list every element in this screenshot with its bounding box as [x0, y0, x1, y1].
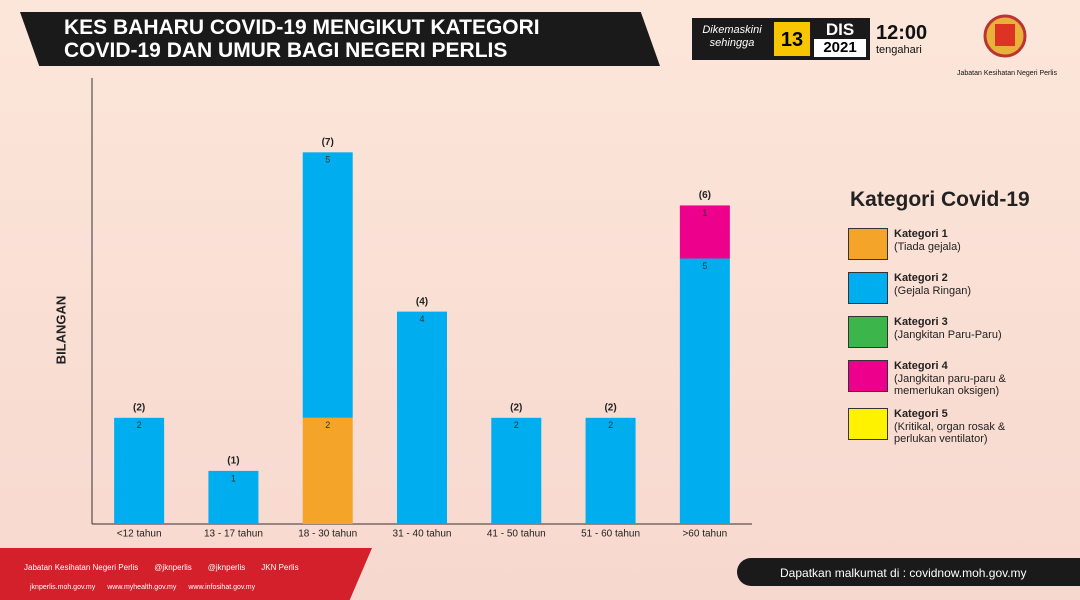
footer-links: jknperlis.moh.gov.my www.myhealth.gov.my… — [30, 584, 255, 591]
x-tick-label: 18 - 30 tahun — [298, 529, 357, 540]
data-label: 5 — [325, 155, 330, 165]
social-item: JKN Perlis — [261, 563, 299, 572]
date-day: 13 — [774, 22, 810, 56]
data-label: 4 — [419, 314, 424, 324]
bar-segment — [679, 258, 730, 524]
social-item: @jknperlis — [207, 563, 246, 572]
bar-segment — [397, 311, 447, 524]
social-item: @jknperlis — [154, 563, 192, 572]
time-note: tengahari — [876, 44, 922, 56]
info-text: Dapatkan malkumat di : covidnow.moh.gov.… — [780, 566, 1027, 580]
total-label: (6) — [699, 190, 711, 201]
logo — [983, 14, 1027, 58]
legend-description: (Jangkitan Paru-Paru) — [894, 329, 1002, 341]
legend-swatch — [848, 272, 888, 304]
legend-name: Kategori 2 — [894, 272, 948, 284]
updated-label: Dikemaskini sehingga — [702, 24, 762, 49]
legend-item: Kategori 5 (Kritikal, organ rosak & perlu… — [848, 408, 1048, 448]
data-label: 1 — [231, 473, 236, 483]
bar-segment — [114, 417, 165, 524]
legend-item: Kategori 3 (Jangkitan Paru-Paru) — [848, 316, 1048, 356]
total-label: (7) — [322, 137, 334, 148]
date-year: 2021 — [814, 39, 866, 57]
total-label: (2) — [510, 402, 522, 413]
data-label: 1 — [702, 208, 707, 218]
legend-item: Kategori 4 (Jangkitan paru-paru & memerlu… — [848, 360, 1048, 400]
legend-description: (Jangkitan paru-paru & memerlukan oksige… — [894, 373, 1006, 397]
legend-swatch — [848, 316, 888, 348]
date-month: DIS — [825, 20, 855, 39]
legend-swatch — [848, 408, 888, 440]
time: 12:00 — [876, 22, 928, 44]
legend-item: Kategori 2 (Gejala Ringan) — [848, 272, 1048, 312]
legend-swatch — [848, 228, 888, 260]
total-label: (2) — [133, 402, 145, 413]
footer-social: Jabatan Kesihatan Negeri Perlis @jknperl… — [24, 563, 299, 572]
link: jknperlis.moh.gov.my — [30, 584, 96, 591]
chart: BILANGAN <12 tahun 2 (2) 13 - 17 tahun 1 (1) 1… — [53, 78, 752, 540]
data-label: 2 — [325, 420, 330, 430]
footer-banner — [0, 548, 372, 600]
link: www.myhealth.gov.my — [107, 584, 177, 591]
legend-name: Kategori 4 — [894, 360, 948, 372]
bar-segment — [491, 417, 542, 524]
bar-segment — [302, 152, 353, 418]
x-tick-label: <12 tahun — [117, 529, 162, 540]
x-tick-label: 51 - 60 tahun — [581, 529, 640, 540]
x-tick-label: 41 - 50 tahun — [487, 529, 546, 540]
legend-title: Kategori Covid-19 — [850, 188, 1030, 211]
data-label: 5 — [702, 261, 707, 271]
legend-description: (Kritikal, organ rosak & perlukan ventil… — [894, 421, 1006, 445]
x-tick-label: 31 - 40 tahun — [393, 529, 452, 540]
x-tick-label: 13 - 17 tahun — [204, 529, 263, 540]
social-item: Jabatan Kesihatan Negeri Perlis — [24, 563, 139, 572]
total-label: (4) — [416, 296, 428, 307]
info-bar — [737, 558, 1080, 586]
x-tick-label: >60 tahun — [682, 529, 727, 540]
bar-segment — [302, 417, 353, 524]
legend-item: Kategori 1 (Tiada gejala) — [848, 228, 1048, 268]
legend-name: Kategori 3 — [894, 316, 948, 328]
link: www.infosihat.gov.my — [188, 584, 256, 591]
bar-segment — [585, 417, 636, 524]
data-label: 2 — [514, 420, 519, 430]
legend-name: Kategori 1 — [894, 228, 948, 240]
legend-description: (Gejala Ringan) — [894, 285, 972, 297]
legend-description: (Tiada gejala) — [894, 241, 961, 253]
data-label: 2 — [137, 420, 142, 430]
chart-title: KES BAHARU COVID-19 MENGIKUT KATEGORI CO… — [64, 16, 540, 62]
bar-segment — [208, 470, 259, 524]
legend-swatch — [848, 360, 888, 392]
title-banner — [20, 12, 660, 66]
total-label: (1) — [227, 456, 239, 467]
total-label: (2) — [604, 402, 616, 413]
logo-caption: Jabatan Kesihatan Negeri Perlis — [956, 70, 1057, 77]
data-label: 2 — [608, 420, 613, 430]
y-axis-label: BILANGAN — [53, 296, 68, 365]
legend-name: Kategori 5 — [894, 408, 948, 420]
bar-segment — [679, 205, 730, 259]
